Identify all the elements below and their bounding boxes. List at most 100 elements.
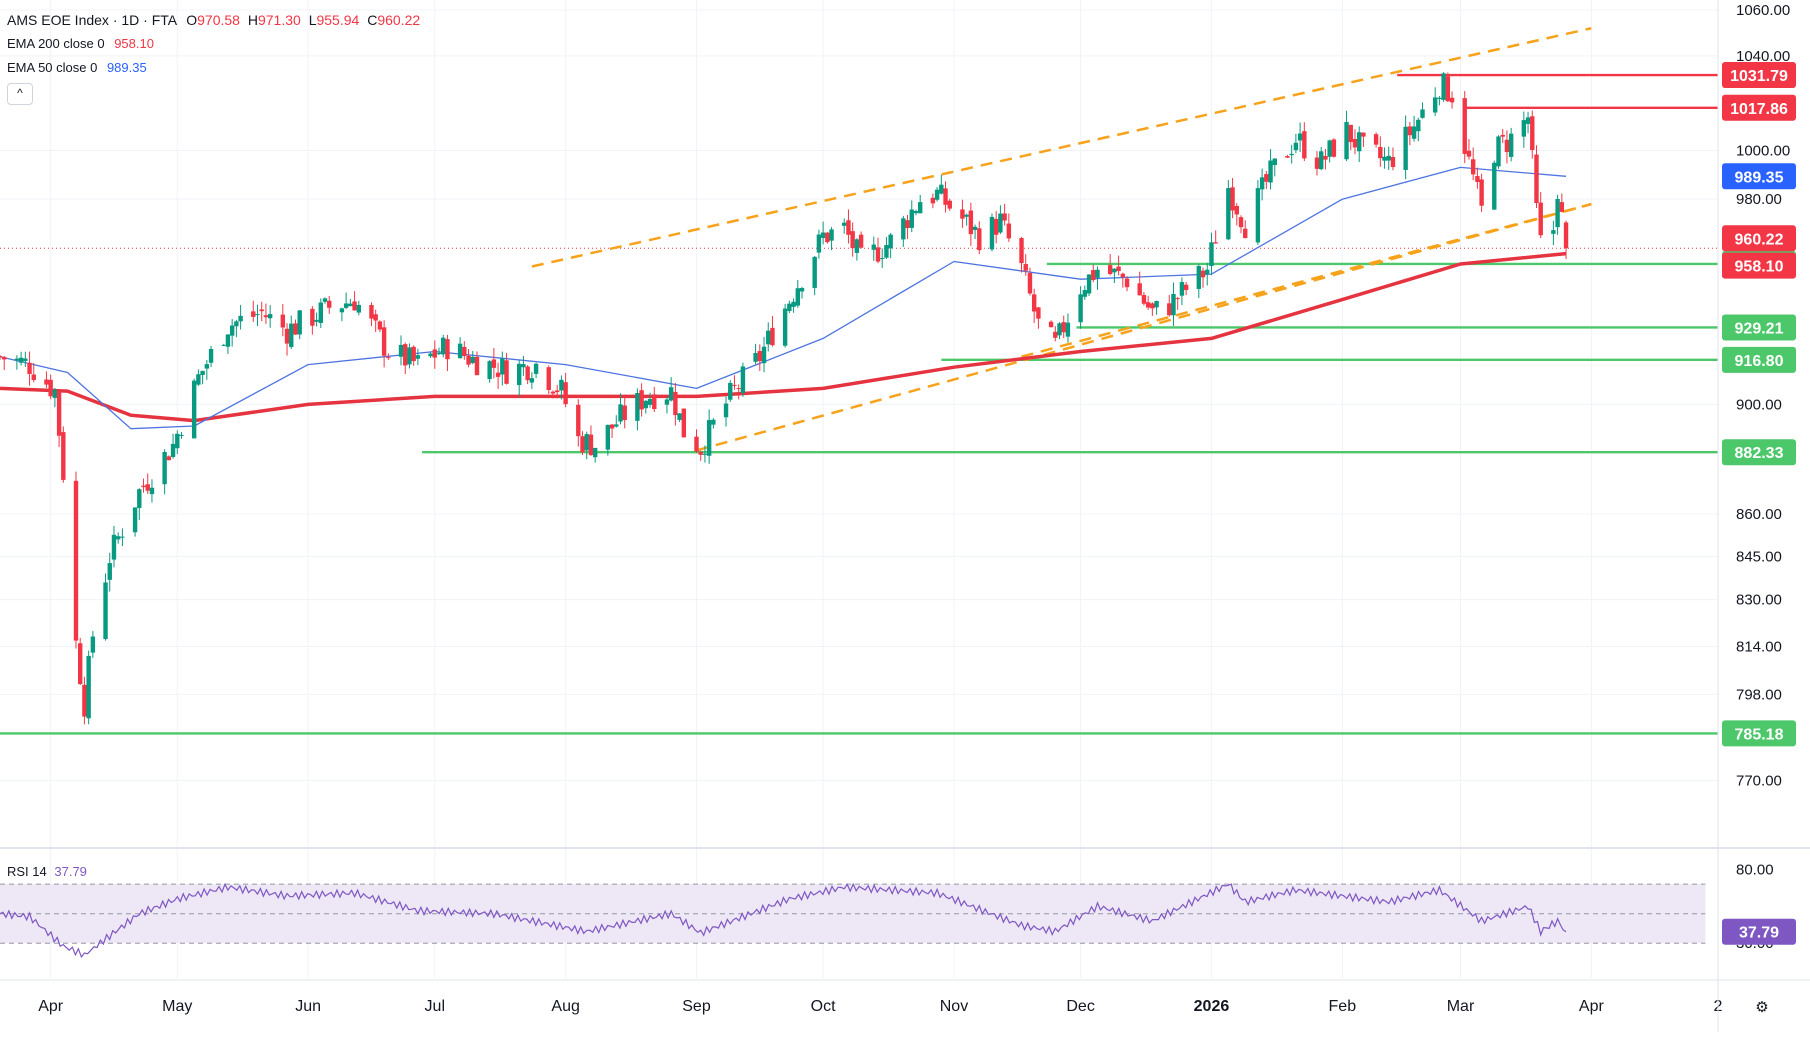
candle-body xyxy=(1538,202,1543,236)
candle-body xyxy=(1445,76,1451,102)
candle-body xyxy=(149,487,155,495)
candle xyxy=(871,236,876,261)
symbol-row: AMS EOE Index · 1D · FTA O970.58 H971.30… xyxy=(7,8,420,32)
candle-body xyxy=(529,378,535,383)
candle xyxy=(1289,144,1294,164)
candle xyxy=(740,362,746,397)
candle xyxy=(1319,146,1324,171)
candle-body xyxy=(238,315,243,322)
candle-body xyxy=(403,344,408,366)
candle xyxy=(766,322,771,352)
candle-body xyxy=(1500,134,1505,137)
candle xyxy=(462,341,467,360)
candle-body xyxy=(284,328,290,344)
y-tick-label: 814.00 xyxy=(1736,639,1782,656)
candle-body xyxy=(647,398,653,405)
candle-body xyxy=(1551,230,1556,234)
candle-body xyxy=(698,451,703,455)
candle xyxy=(930,193,936,209)
candle-body xyxy=(1323,155,1328,160)
level-badge-resistance-bg xyxy=(1722,62,1796,89)
candle xyxy=(1538,191,1543,239)
candle-body xyxy=(132,507,138,533)
x-tick-label: Aug xyxy=(551,998,579,1015)
candle-body xyxy=(1002,213,1007,221)
candle-body xyxy=(964,214,969,217)
candle xyxy=(1196,264,1202,299)
candle xyxy=(905,214,910,239)
candle xyxy=(702,445,708,463)
candle-body xyxy=(1521,120,1527,137)
candle xyxy=(428,352,433,358)
rsi-band xyxy=(0,884,1706,944)
rsi-value-badge-bg xyxy=(1722,918,1796,945)
candle xyxy=(1057,322,1062,340)
candle-body xyxy=(702,453,708,455)
candle-body xyxy=(255,314,260,316)
candle-body xyxy=(1259,177,1265,190)
candle xyxy=(1171,282,1176,326)
candle-body xyxy=(1264,174,1269,182)
candle xyxy=(1027,267,1033,296)
collapse-legend-button[interactable]: ^ xyxy=(7,83,33,105)
candle-body xyxy=(1563,222,1569,249)
candle-body xyxy=(411,346,416,362)
candle-body xyxy=(1525,117,1531,124)
candle xyxy=(1183,281,1189,296)
candle-body xyxy=(559,379,564,391)
candle xyxy=(377,320,383,333)
candle xyxy=(1226,180,1231,241)
candle-body xyxy=(221,344,226,346)
ema200-value: 958.10 xyxy=(114,36,154,51)
candle-body xyxy=(229,325,235,336)
candle xyxy=(1420,102,1425,119)
candle-body xyxy=(441,337,446,355)
candle xyxy=(1378,136,1383,167)
candle xyxy=(960,199,965,228)
candle xyxy=(1293,133,1299,154)
candle-body xyxy=(1078,294,1083,323)
candle xyxy=(1466,139,1472,160)
candle-body xyxy=(407,347,412,365)
candle xyxy=(466,348,471,368)
candle xyxy=(854,238,860,261)
candle xyxy=(31,363,36,383)
candle xyxy=(1470,147,1476,181)
candle xyxy=(968,202,974,246)
level-badge-support: 785.18 xyxy=(1722,720,1796,747)
candle-body xyxy=(487,361,492,380)
candle-body xyxy=(1479,179,1484,206)
candle xyxy=(787,300,792,313)
candle xyxy=(1019,236,1024,273)
candle-body xyxy=(339,308,345,313)
candle-body xyxy=(799,288,805,292)
chart-legend: AMS EOE Index · 1D · FTA O970.58 H971.30… xyxy=(7,8,420,105)
settings-gear-icon[interactable]: ⚙ xyxy=(1755,999,1768,1016)
candle-body xyxy=(816,234,822,253)
candle xyxy=(1390,147,1396,171)
ema50-row[interactable]: EMA 50 close 0 989.35 xyxy=(7,56,420,80)
candle xyxy=(196,369,201,386)
candle xyxy=(622,394,627,429)
candle xyxy=(297,309,302,340)
candle xyxy=(1065,313,1071,343)
candle-body xyxy=(664,399,670,405)
candle-body xyxy=(584,434,589,451)
candle xyxy=(559,375,564,400)
candle-body xyxy=(495,372,501,377)
candle xyxy=(1234,203,1239,226)
candle xyxy=(255,304,260,326)
candle xyxy=(1048,320,1054,328)
candle xyxy=(1086,274,1092,297)
symbol-title[interactable]: AMS EOE Index · 1D · FTA xyxy=(7,12,177,28)
candle xyxy=(500,351,505,386)
candle xyxy=(1437,96,1442,106)
candle xyxy=(145,473,150,494)
candle xyxy=(554,384,560,399)
ema200-row[interactable]: EMA 200 close 0 958.10 xyxy=(7,32,420,56)
candle-body xyxy=(753,352,758,362)
price-badge-ema200-text: 958.10 xyxy=(1735,259,1784,276)
candle-body xyxy=(563,382,568,405)
candle xyxy=(550,390,556,399)
